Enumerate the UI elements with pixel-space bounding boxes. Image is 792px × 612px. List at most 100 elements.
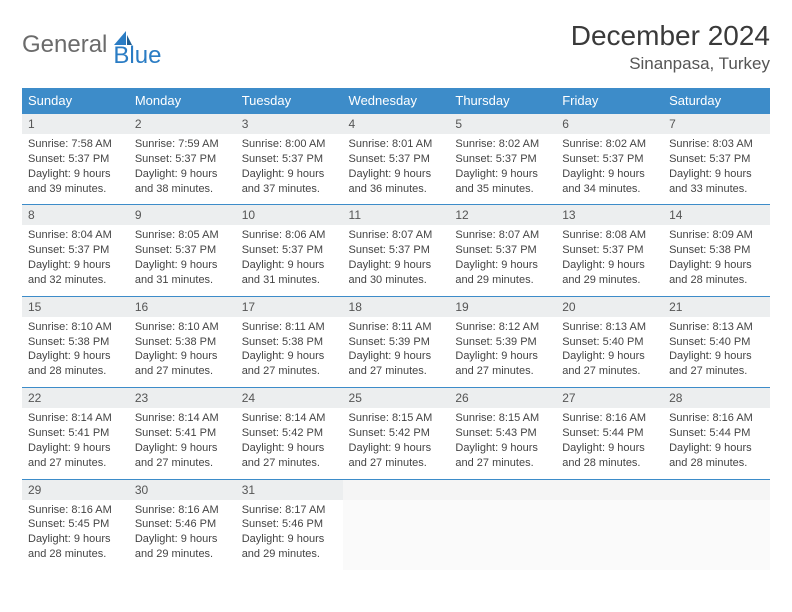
- sunset-text: Sunset: 5:38 PM: [28, 335, 123, 350]
- day-number: 18: [349, 300, 362, 314]
- day-number: 12: [455, 208, 468, 222]
- weekday-header: Thursday: [449, 88, 556, 114]
- daylight-text: Daylight: 9 hours: [242, 167, 337, 182]
- daylight-text: Daylight: 9 hours: [349, 167, 444, 182]
- day-number-cell: 19: [449, 296, 556, 317]
- day-content-cell: Sunrise: 8:17 AMSunset: 5:46 PMDaylight:…: [236, 500, 343, 570]
- day-content-cell: Sunrise: 8:13 AMSunset: 5:40 PMDaylight:…: [663, 317, 770, 388]
- day-content-row: Sunrise: 8:14 AMSunset: 5:41 PMDaylight:…: [22, 408, 770, 479]
- sunrise-text: Sunrise: 8:04 AM: [28, 228, 123, 243]
- daylight-text: Daylight: 9 hours: [562, 258, 657, 273]
- day-content-cell: Sunrise: 8:09 AMSunset: 5:38 PMDaylight:…: [663, 225, 770, 296]
- daylight-text: Daylight: 9 hours: [455, 167, 550, 182]
- daylight-text: Daylight: 9 hours: [135, 349, 230, 364]
- day-content-cell: Sunrise: 8:14 AMSunset: 5:41 PMDaylight:…: [129, 408, 236, 479]
- day-number-cell: 23: [129, 388, 236, 409]
- daylight-text: and 39 minutes.: [28, 182, 123, 197]
- day-number: 3: [242, 117, 249, 131]
- daylight-text: Daylight: 9 hours: [349, 441, 444, 456]
- daylight-text: Daylight: 9 hours: [349, 349, 444, 364]
- day-content-cell: [449, 500, 556, 570]
- daylight-text: Daylight: 9 hours: [562, 167, 657, 182]
- sunset-text: Sunset: 5:37 PM: [242, 152, 337, 167]
- day-content-cell: Sunrise: 8:07 AMSunset: 5:37 PMDaylight:…: [449, 225, 556, 296]
- day-content-cell: Sunrise: 8:16 AMSunset: 5:46 PMDaylight:…: [129, 500, 236, 570]
- day-number-cell: 16: [129, 296, 236, 317]
- sunrise-text: Sunrise: 8:11 AM: [349, 320, 444, 335]
- sunset-text: Sunset: 5:38 PM: [669, 243, 764, 258]
- daylight-text: and 28 minutes.: [562, 456, 657, 471]
- day-number-row: 891011121314: [22, 205, 770, 226]
- day-number: 9: [135, 208, 142, 222]
- sunset-text: Sunset: 5:42 PM: [242, 426, 337, 441]
- day-content-cell: Sunrise: 8:03 AMSunset: 5:37 PMDaylight:…: [663, 134, 770, 205]
- day-number: 13: [562, 208, 575, 222]
- sunrise-text: Sunrise: 8:15 AM: [455, 411, 550, 426]
- daylight-text: Daylight: 9 hours: [455, 258, 550, 273]
- sunrise-text: Sunrise: 8:16 AM: [135, 503, 230, 518]
- sunrise-text: Sunrise: 8:10 AM: [28, 320, 123, 335]
- day-number: 7: [669, 117, 676, 131]
- daylight-text: and 27 minutes.: [669, 364, 764, 379]
- location: Sinanpasa, Turkey: [571, 54, 770, 74]
- weekday-header: Sunday: [22, 88, 129, 114]
- sunset-text: Sunset: 5:42 PM: [349, 426, 444, 441]
- day-number: 4: [349, 117, 356, 131]
- day-number-cell: 28: [663, 388, 770, 409]
- daylight-text: and 36 minutes.: [349, 182, 444, 197]
- day-number: 10: [242, 208, 255, 222]
- sunrise-text: Sunrise: 8:02 AM: [562, 137, 657, 152]
- daylight-text: and 27 minutes.: [135, 456, 230, 471]
- sunrise-text: Sunrise: 8:08 AM: [562, 228, 657, 243]
- sunrise-text: Sunrise: 8:13 AM: [669, 320, 764, 335]
- sunset-text: Sunset: 5:37 PM: [562, 243, 657, 258]
- daylight-text: and 27 minutes.: [349, 364, 444, 379]
- day-content-cell: Sunrise: 8:01 AMSunset: 5:37 PMDaylight:…: [343, 134, 450, 205]
- sunset-text: Sunset: 5:41 PM: [28, 426, 123, 441]
- sunset-text: Sunset: 5:37 PM: [349, 152, 444, 167]
- day-number-row: 1234567: [22, 114, 770, 135]
- day-number: 14: [669, 208, 682, 222]
- daylight-text: and 31 minutes.: [242, 273, 337, 288]
- daylight-text: Daylight: 9 hours: [135, 532, 230, 547]
- day-number-cell: 20: [556, 296, 663, 317]
- sunrise-text: Sunrise: 8:16 AM: [28, 503, 123, 518]
- sunrise-text: Sunrise: 8:17 AM: [242, 503, 337, 518]
- daylight-text: and 37 minutes.: [242, 182, 337, 197]
- daylight-text: Daylight: 9 hours: [669, 349, 764, 364]
- day-number: 27: [562, 391, 575, 405]
- day-number: 15: [28, 300, 41, 314]
- daylight-text: and 28 minutes.: [669, 273, 764, 288]
- day-number: 26: [455, 391, 468, 405]
- day-number: 21: [669, 300, 682, 314]
- day-content-cell: Sunrise: 8:14 AMSunset: 5:42 PMDaylight:…: [236, 408, 343, 479]
- daylight-text: and 28 minutes.: [28, 364, 123, 379]
- day-number-cell: 21: [663, 296, 770, 317]
- day-number: 8: [28, 208, 35, 222]
- day-number-cell: 2: [129, 114, 236, 135]
- day-content-cell: Sunrise: 8:07 AMSunset: 5:37 PMDaylight:…: [343, 225, 450, 296]
- logo: General Blue: [22, 20, 161, 70]
- sunrise-text: Sunrise: 8:10 AM: [135, 320, 230, 335]
- daylight-text: Daylight: 9 hours: [242, 532, 337, 547]
- day-content-cell: Sunrise: 8:02 AMSunset: 5:37 PMDaylight:…: [556, 134, 663, 205]
- daylight-text: Daylight: 9 hours: [562, 441, 657, 456]
- day-number: 6: [562, 117, 569, 131]
- daylight-text: and 32 minutes.: [28, 273, 123, 288]
- day-content-row: Sunrise: 8:10 AMSunset: 5:38 PMDaylight:…: [22, 317, 770, 388]
- sunset-text: Sunset: 5:37 PM: [669, 152, 764, 167]
- day-content-cell: Sunrise: 8:16 AMSunset: 5:44 PMDaylight:…: [556, 408, 663, 479]
- day-number-cell: 31: [236, 479, 343, 500]
- daylight-text: Daylight: 9 hours: [669, 258, 764, 273]
- title-block: December 2024 Sinanpasa, Turkey: [571, 20, 770, 74]
- sunrise-text: Sunrise: 8:02 AM: [455, 137, 550, 152]
- day-number-cell: [663, 479, 770, 500]
- day-content-cell: Sunrise: 8:15 AMSunset: 5:43 PMDaylight:…: [449, 408, 556, 479]
- day-number-cell: 1: [22, 114, 129, 135]
- day-content-cell: Sunrise: 7:59 AMSunset: 5:37 PMDaylight:…: [129, 134, 236, 205]
- daylight-text: and 27 minutes.: [242, 456, 337, 471]
- day-number-cell: 12: [449, 205, 556, 226]
- day-number: 16: [135, 300, 148, 314]
- sunrise-text: Sunrise: 8:16 AM: [669, 411, 764, 426]
- day-number: 25: [349, 391, 362, 405]
